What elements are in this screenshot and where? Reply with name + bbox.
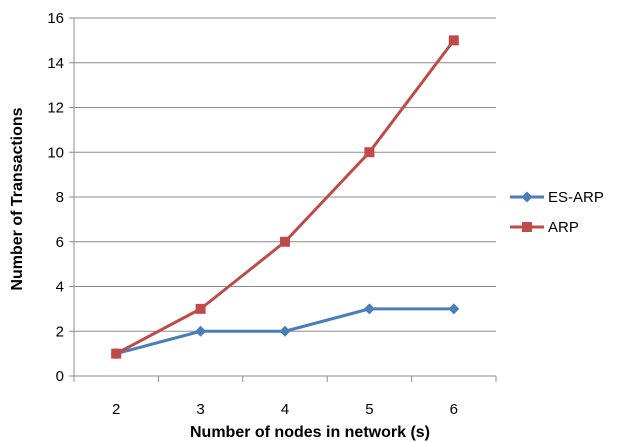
y-tick-label: 12: [47, 100, 64, 117]
y-tick-label: 16: [47, 10, 64, 27]
y-tick-label: 14: [47, 55, 64, 72]
y-tick-label: 2: [56, 323, 64, 340]
series-arp: [111, 35, 459, 359]
legend-swatch-marker: [522, 222, 532, 232]
gridlines: [74, 17, 496, 332]
y-axis-title: Number of Transactions: [9, 107, 26, 290]
x-axis-ticks: 2 3 4 5 6: [73, 376, 497, 418]
x-tick-label: 3: [196, 401, 204, 418]
data-point-es-arp-6: [448, 303, 460, 315]
legend-label: ARP: [548, 219, 579, 236]
x-tick-label: 5: [365, 401, 373, 418]
data-point-arp-5: [364, 147, 375, 158]
y-tick-label: 6: [56, 234, 64, 251]
data-point-arp-4: [280, 236, 290, 247]
y-tick-label: 0: [56, 368, 64, 385]
data-point-es-arp-4: [279, 325, 291, 337]
data-point-es-arp-5: [363, 303, 375, 315]
y-axis-ticks: 0 2 4 6 8 10 12 14 16: [47, 10, 74, 385]
y-tick-label: 8: [56, 189, 64, 206]
series-group: [110, 35, 460, 360]
legend-item-arp: ARP: [510, 219, 579, 236]
y-tick-label: 4: [56, 279, 64, 296]
data-point-arp-6: [448, 35, 459, 46]
legend-label: ES-ARP: [548, 189, 604, 206]
legend-swatch-marker: [521, 191, 533, 203]
x-tick-label: 2: [112, 401, 120, 418]
data-point-arp-3: [195, 303, 206, 314]
x-tick-label: 4: [281, 401, 289, 418]
y-tick-label: 10: [47, 144, 64, 161]
x-tick-label: 6: [450, 401, 458, 418]
x-axis-title: Number of nodes in network (s): [190, 424, 430, 441]
legend-item-es-arp: ES-ARP: [510, 189, 604, 206]
legend: ES-ARP ARP: [510, 189, 604, 236]
data-point-arp-2: [111, 348, 122, 359]
data-point-es-arp-3: [195, 325, 207, 337]
